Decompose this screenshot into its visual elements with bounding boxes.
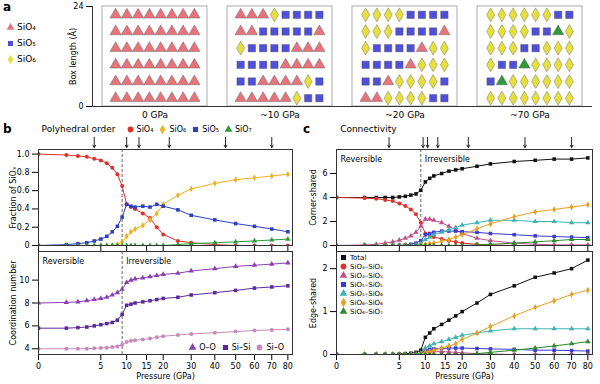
- svg-text:Box length (Å): Box length (Å): [67, 28, 78, 85]
- svg-text:1.0: 1.0: [17, 150, 30, 159]
- svg-text:Coordination number: Coordination number: [9, 260, 18, 346]
- svg-text:15: 15: [141, 362, 151, 371]
- svg-text:~10 GPa: ~10 GPa: [260, 110, 299, 120]
- svg-text:2: 2: [322, 217, 327, 226]
- svg-text:20: 20: [457, 362, 467, 371]
- html-text:SiO₆: SiO₆: [169, 124, 187, 134]
- html-text:b: b: [3, 122, 12, 136]
- html-text:Connectivity: Connectivity: [340, 124, 397, 134]
- svg-text:0.6: 0.6: [17, 186, 30, 195]
- svg-text:Fraction of SiOₓ: Fraction of SiOₓ: [9, 166, 18, 228]
- svg-text:1: 1: [322, 307, 327, 316]
- svg-text:0: 0: [322, 241, 327, 250]
- html-text:Si–O: Si–O: [266, 343, 284, 352]
- svg-text:Edge-shared: Edge-shared: [309, 278, 318, 328]
- html-text:SiO₅: SiO₅: [202, 124, 219, 134]
- svg-text:40: 40: [509, 362, 519, 371]
- svg-text:10: 10: [122, 362, 132, 371]
- svg-text:15: 15: [440, 362, 450, 371]
- svg-text:Corner-shared: Corner-shared: [309, 169, 318, 226]
- svg-text:~20 GPa: ~20 GPa: [385, 110, 424, 120]
- svg-text:Pressure (GPa): Pressure (GPa): [435, 372, 494, 381]
- html-text:SiO₆–SiO₇: SiO₆–SiO₇: [350, 307, 383, 316]
- svg-text:70: 70: [567, 362, 577, 371]
- svg-text:4: 4: [322, 193, 327, 202]
- svg-text:0: 0: [24, 241, 29, 250]
- svg-text:80: 80: [583, 362, 593, 371]
- html-text:SiO₄–SiO₄: SiO₄–SiO₄: [350, 262, 383, 271]
- svg-text:Reversible: Reversible: [341, 155, 383, 164]
- svg-text:Pressure (GPa): Pressure (GPa): [136, 372, 195, 381]
- html-text:Total: Total: [350, 253, 367, 262]
- svg-text:10: 10: [420, 362, 430, 371]
- svg-text:50: 50: [231, 362, 241, 371]
- html-text:c: c: [303, 122, 311, 136]
- html-text:SiO₄: SiO₄: [136, 124, 154, 134]
- svg-text:70: 70: [267, 362, 277, 371]
- svg-text:8: 8: [24, 299, 29, 308]
- svg-text:0: 0: [334, 362, 339, 371]
- html-text:O–O: O–O: [199, 343, 216, 352]
- html-text:SiO₅–SiO₆: SiO₅–SiO₆: [350, 289, 383, 298]
- svg-text:5: 5: [98, 362, 103, 371]
- svg-text:20: 20: [158, 362, 168, 371]
- svg-text:Irreversible: Irreversible: [126, 257, 171, 266]
- svg-text:6: 6: [322, 169, 327, 178]
- svg-text:30: 30: [485, 362, 495, 371]
- svg-text:5: 5: [397, 362, 402, 371]
- html-text:a: a: [3, 0, 12, 14]
- svg-text:0 GPa: 0 GPa: [142, 110, 168, 120]
- svg-text:60: 60: [549, 362, 559, 371]
- html-text:SiO₅: SiO₅: [17, 38, 36, 48]
- html-text:Polyhedral order: Polyhedral order: [41, 124, 116, 134]
- svg-text:Reversible: Reversible: [43, 257, 85, 266]
- html-text:Si–Si: Si–Si: [231, 343, 251, 352]
- html-text:SiO₆–SiO₆: SiO₆–SiO₆: [350, 298, 383, 307]
- svg-text:Irreversible: Irreversible: [425, 155, 470, 164]
- html-text:SiO₇: SiO₇: [235, 124, 252, 134]
- svg-text:0: 0: [36, 362, 41, 371]
- svg-text:80: 80: [283, 362, 293, 371]
- svg-text:~70 GPa: ~70 GPa: [510, 110, 549, 120]
- svg-text:40: 40: [210, 362, 220, 371]
- html-text:SiO₆: SiO₆: [17, 54, 36, 64]
- svg-text:30: 30: [186, 362, 196, 371]
- svg-text:2: 2: [322, 264, 327, 273]
- svg-text:0: 0: [78, 102, 83, 111]
- svg-text:50: 50: [530, 362, 540, 371]
- svg-text:4: 4: [24, 344, 29, 353]
- svg-text:0.2: 0.2: [17, 223, 30, 232]
- svg-text:0.4: 0.4: [17, 204, 30, 213]
- html-text:SiO₄: SiO₄: [17, 22, 36, 32]
- svg-text:6: 6: [24, 321, 29, 330]
- svg-text:0: 0: [322, 350, 327, 359]
- svg-text:60: 60: [249, 362, 259, 371]
- html-text:SiO₄–SiO₅: SiO₄–SiO₅: [350, 271, 383, 280]
- svg-text:10: 10: [19, 276, 29, 285]
- html-text:SiO₅–SiO₅: SiO₅–SiO₅: [350, 280, 383, 289]
- svg-text:0.8: 0.8: [17, 168, 30, 177]
- svg-text:24: 24: [73, 2, 83, 11]
